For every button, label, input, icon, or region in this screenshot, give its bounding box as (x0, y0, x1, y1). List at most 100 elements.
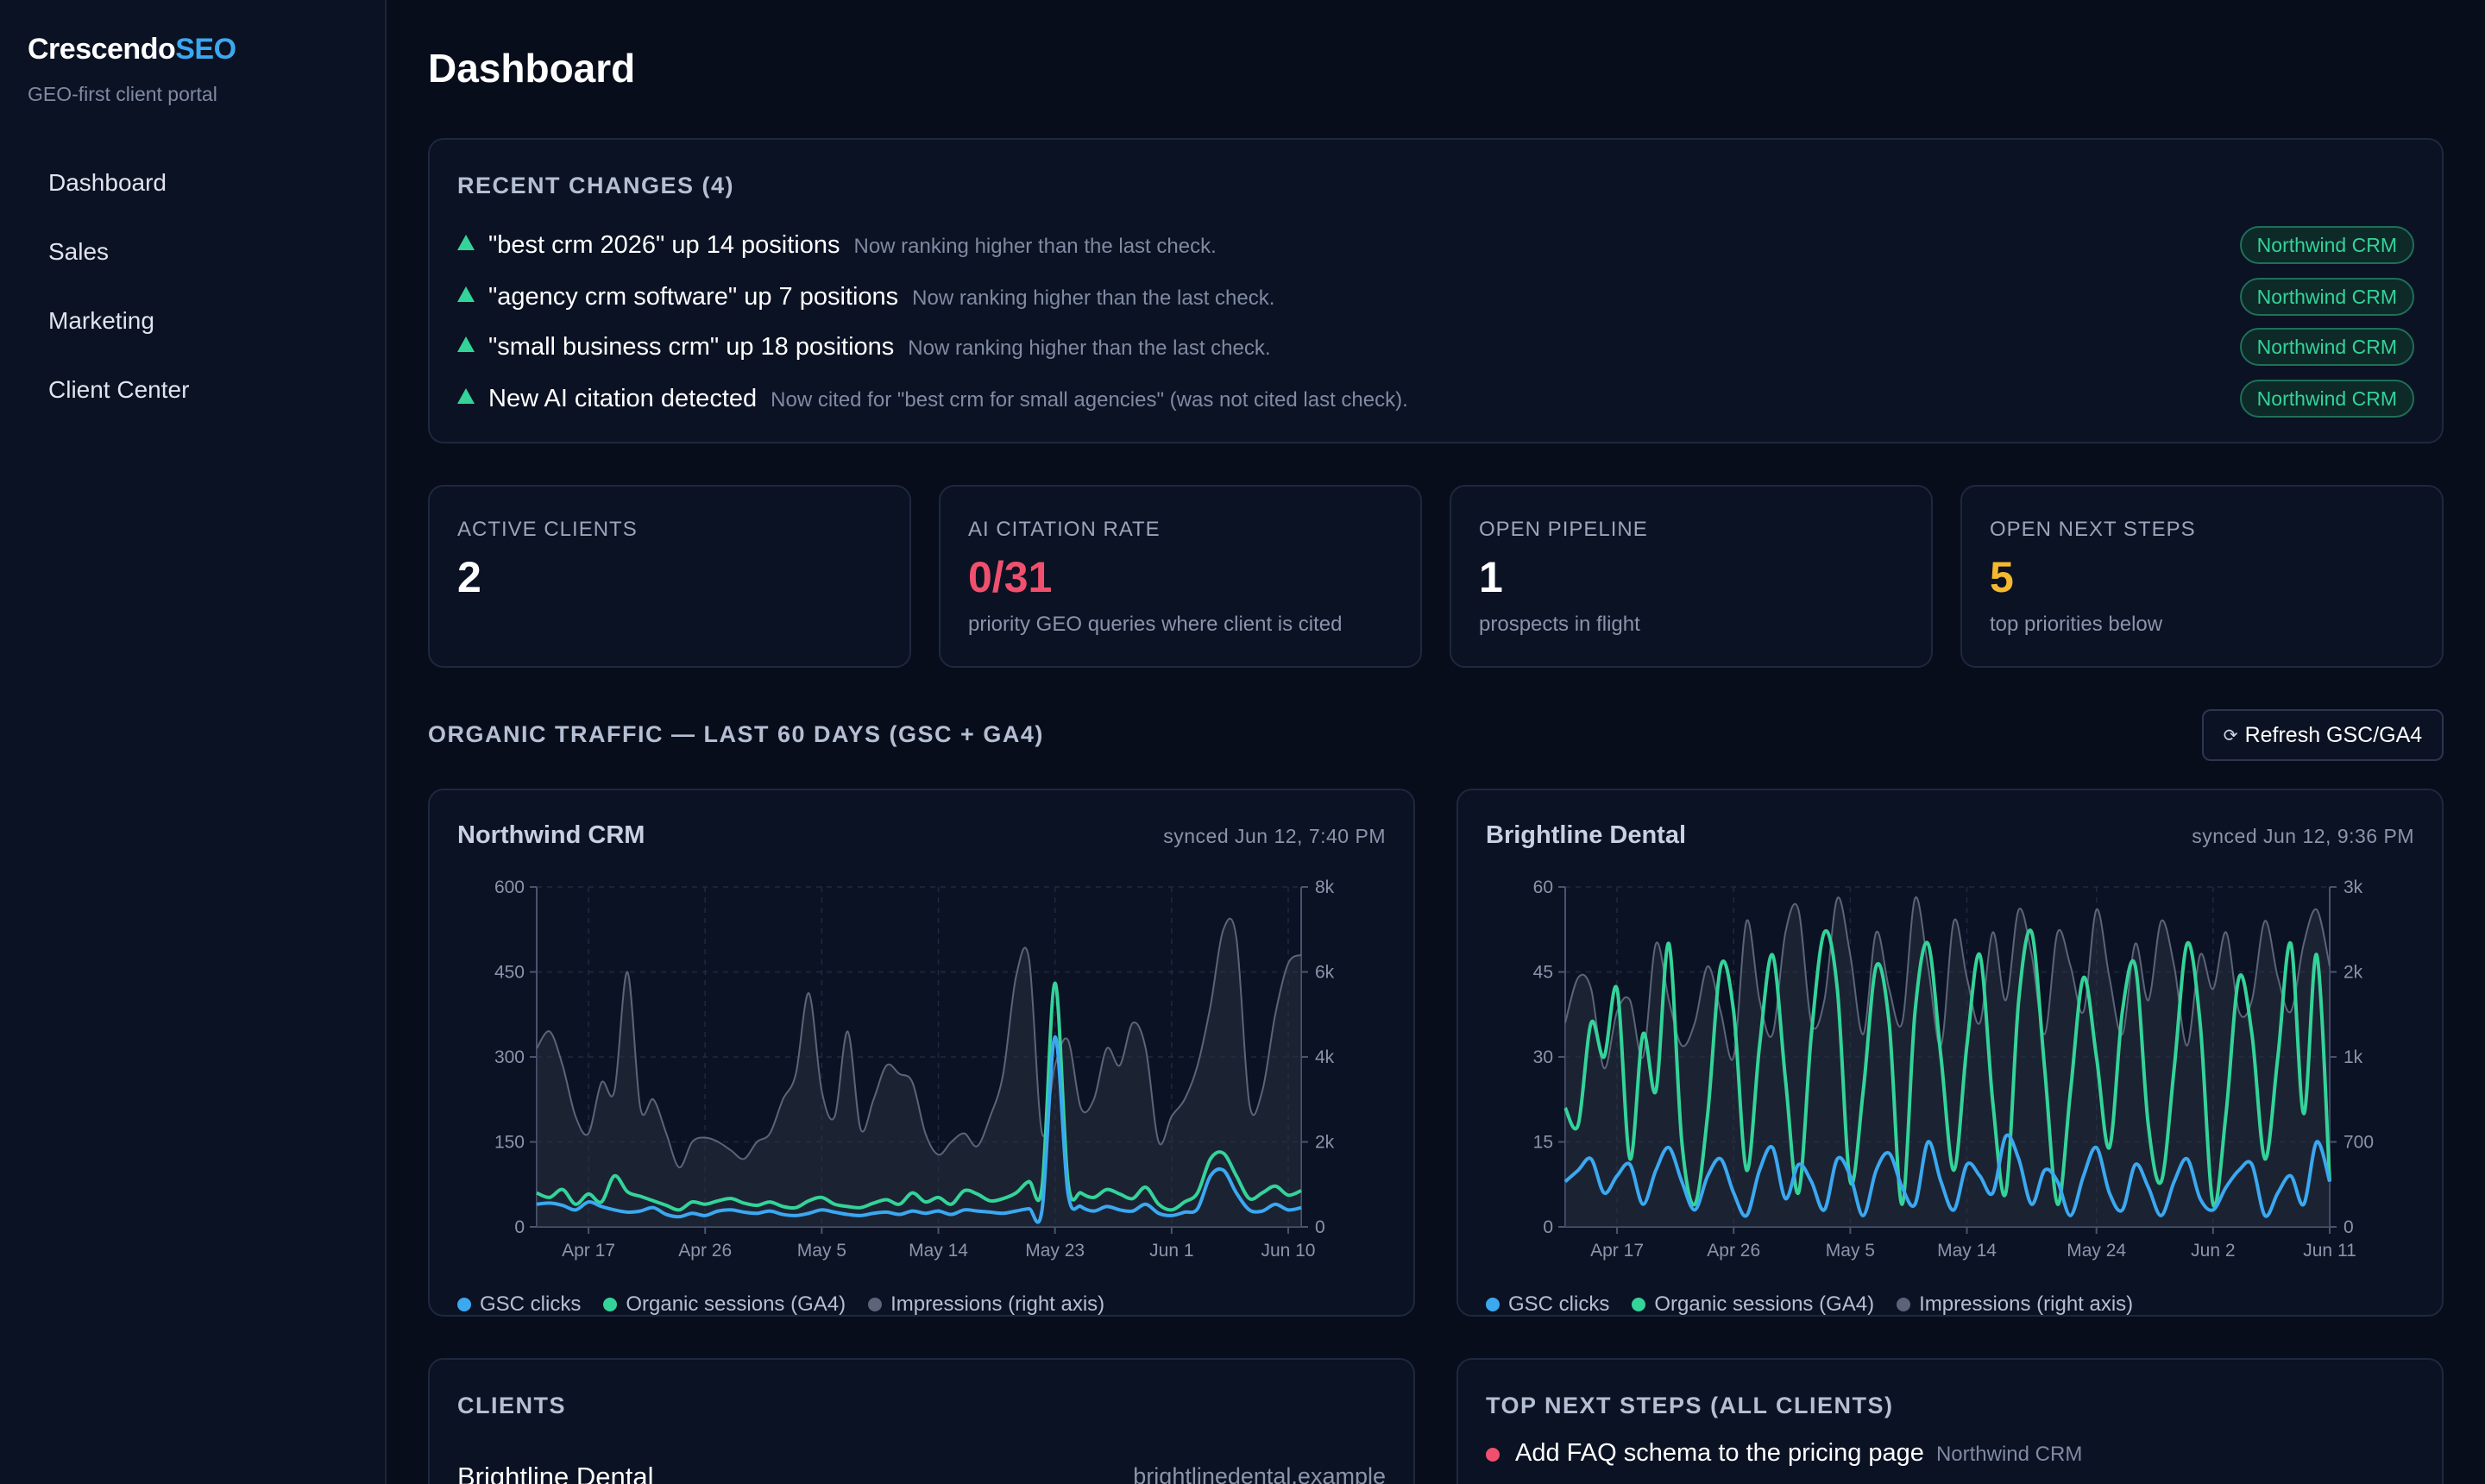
legend-item-ga4[interactable]: Organic sessions (GA4) (603, 1292, 846, 1317)
sidebar-item-marketing[interactable]: Marketing (48, 307, 154, 334)
stat-label: OPEN NEXT STEPS (1990, 518, 2196, 541)
legend-item-gsc[interactable]: GSC clicks (1486, 1292, 1609, 1317)
stat-subtext: prospects in flight (1479, 613, 1640, 636)
next-steps-title: TOP NEXT STEPS (ALL CLIENTS) (1486, 1393, 1894, 1418)
client-badge[interactable]: Northwind CRM (2239, 328, 2414, 366)
x-tick-label: Jun 11 (2303, 1241, 2356, 1261)
refresh-gsc-ga4-button[interactable]: ⟳ Refresh GSC/GA4 (2202, 709, 2444, 761)
y-tick-label: 600 (494, 877, 525, 897)
y-tick-label: 15 (1533, 1133, 1553, 1153)
change-title: "best crm 2026" up 14 positions Now ranki… (488, 231, 1217, 260)
change-item[interactable]: "best crm 2026" up 14 positions Now ranki… (457, 226, 2414, 267)
change-description: Now ranking higher than the last check. (853, 235, 1217, 258)
x-tick-label: May 23 (1025, 1241, 1085, 1261)
ga4-sessions-line (1563, 928, 2331, 1209)
change-headline: New AI citation detected (488, 385, 758, 412)
legend-item-impressions[interactable]: Impressions (right axis) (868, 1292, 1104, 1317)
y2-tick-label: 4k (1315, 1047, 1335, 1067)
impressions-line (1564, 896, 2331, 1070)
change-description: Now cited for "best crm for small agenci… (771, 388, 1408, 412)
sidebar-item-client-center[interactable]: Client Center (48, 376, 190, 403)
ga4-sessions-line (536, 981, 1302, 1212)
y2-tick-label: 3k (2343, 877, 2363, 897)
clients-title: CLIENTS (457, 1393, 567, 1418)
change-item[interactable]: "agency crm software" up 7 positions Now … (457, 278, 2414, 319)
page-title: Dashboard (428, 46, 636, 91)
legend-dot (603, 1298, 618, 1311)
change-item[interactable]: "small business crm" up 18 positions Now … (457, 328, 2414, 369)
y-tick-label: 0 (514, 1217, 525, 1237)
change-headline: "best crm 2026" up 14 positions (488, 231, 840, 259)
traffic-chart: 0 0 150 2k 300 4k 450 6k 600 8k Apr 17 Apr 26 May 5 M… (494, 877, 1335, 1261)
up-triangle-icon (457, 388, 475, 404)
stat-value: 5 (1990, 553, 2014, 601)
clients-card: CLIENTS Brightline Dental brightlinedent… (428, 1358, 1415, 1484)
change-item[interactable]: New AI citation detected Now cited for "b… (457, 380, 2414, 421)
legend-item-impressions[interactable]: Impressions (right axis) (1897, 1292, 2133, 1317)
legend-item-ga4[interactable]: Organic sessions (GA4) (1632, 1292, 1874, 1317)
up-triangle-icon (457, 235, 475, 250)
stat-card-open-pipeline: OPEN PIPELINE 1 prospects in flight (1450, 485, 1933, 668)
client-name-link[interactable]: Brightline Dental (457, 1462, 654, 1484)
stat-card-active-clients: ACTIVE CLIENTS 2 (428, 485, 911, 668)
change-title: "small business crm" up 18 positions Now … (488, 333, 1271, 362)
x-tick-label: May 14 (909, 1241, 968, 1261)
legend-dot (1486, 1298, 1500, 1311)
legend-dot (1897, 1298, 1911, 1311)
change-headline: "small business crm" up 18 positions (488, 333, 895, 361)
stat-card-ai-citation-rate: AI CITATION RATE 0/31 priority GEO queri… (939, 485, 1422, 668)
chart-title: Northwind CRM (457, 821, 645, 849)
sidebar: CrescendoSEO GEO-first client portal Das… (0, 0, 387, 1484)
sidebar-item-sales[interactable]: Sales (48, 238, 110, 265)
x-tick-label: Apr 17 (1590, 1241, 1644, 1261)
chart-synced-time: synced Jun 12, 7:40 PM (1163, 825, 1386, 847)
legend-item-gsc[interactable]: GSC clicks (457, 1292, 581, 1317)
refresh-icon: ⟳ (2223, 726, 2238, 745)
change-description: Now ranking higher than the last check. (912, 286, 1275, 310)
x-tick-label: May 24 (2067, 1241, 2126, 1261)
refresh-label: Refresh GSC/GA4 (2244, 722, 2423, 747)
stat-card-open-next-steps: OPEN NEXT STEPS 5 top priorities below (1960, 485, 2444, 668)
stat-label: OPEN PIPELINE (1479, 518, 1648, 541)
legend-label: GSC clicks (480, 1292, 582, 1316)
legend-label: Impressions (right axis) (1919, 1292, 2134, 1316)
traffic-section-title: ORGANIC TRAFFIC — LAST 60 DAYS (GSC + GA… (428, 721, 1044, 747)
chart-title: Brightline Dental (1486, 821, 1687, 849)
client-badge[interactable]: Northwind CRM (2239, 278, 2414, 316)
legend-label: Impressions (right axis) (890, 1292, 1105, 1316)
client-badge[interactable]: Northwind CRM (2239, 226, 2414, 264)
legend-label: Organic sessions (GA4) (626, 1292, 846, 1316)
legend-label: Organic sessions (GA4) (1654, 1292, 1875, 1316)
y-tick-label: 300 (494, 1047, 525, 1067)
next-step-client: Northwind CRM (1935, 1443, 2083, 1466)
next-step-label: Add FAQ schema to the pricing page (1515, 1439, 1924, 1467)
brand-logo[interactable]: CrescendoSEO (28, 33, 236, 66)
client-badge[interactable]: Northwind CRM (2239, 380, 2414, 418)
stat-value: 1 (1479, 553, 1503, 601)
y2-tick-label: 6k (1315, 963, 1335, 983)
x-tick-label: Jun 2 (2191, 1241, 2235, 1261)
recent-changes-title: RECENT CHANGES (4) (457, 173, 735, 198)
chart-synced-time: synced Jun 12, 9:36 PM (2192, 825, 2414, 847)
x-tick-label: Jun 10 (1261, 1241, 1315, 1261)
sidebar-item-dashboard[interactable]: Dashboard (48, 169, 167, 196)
legend-dot (457, 1298, 471, 1311)
stat-value: 0/31 (968, 553, 1053, 601)
stat-subtext: top priorities below (1990, 613, 2163, 636)
chart-card-brightline: Brightline Dental synced Jun 12, 9:36 PM… (1456, 789, 2444, 1317)
chart-card-northwind: Northwind CRM synced Jun 12, 7:40 PM 0 0 1… (428, 789, 1415, 1317)
x-tick-label: May 5 (797, 1241, 846, 1261)
impressions-line (536, 917, 1302, 1169)
next-step-item[interactable]: Add FAQ schema to the pricing page Northw… (1515, 1439, 2082, 1468)
y2-tick-label: 1k (2343, 1047, 2363, 1067)
brand-name-accent: SEO (175, 33, 236, 66)
traffic-chart: 0 0 15 700 30 1k 45 2k 60 3k Apr 17 Apr 26 May 5 May … (1533, 877, 2374, 1261)
y-tick-label: 450 (494, 963, 525, 983)
stat-subtext: priority GEO queries where client is cit… (968, 613, 1343, 636)
chart-legend: GSC clicks Organic sessions (GA4) Impres… (1486, 1292, 2133, 1317)
x-tick-label: May 14 (1937, 1241, 1997, 1261)
recent-changes-card: RECENT CHANGES (4) "best crm 2026" up 14… (428, 138, 2444, 443)
stat-label: AI CITATION RATE (968, 518, 1161, 541)
y-tick-label: 30 (1533, 1047, 1553, 1067)
change-title: New AI citation detected Now cited for "b… (488, 385, 1408, 413)
